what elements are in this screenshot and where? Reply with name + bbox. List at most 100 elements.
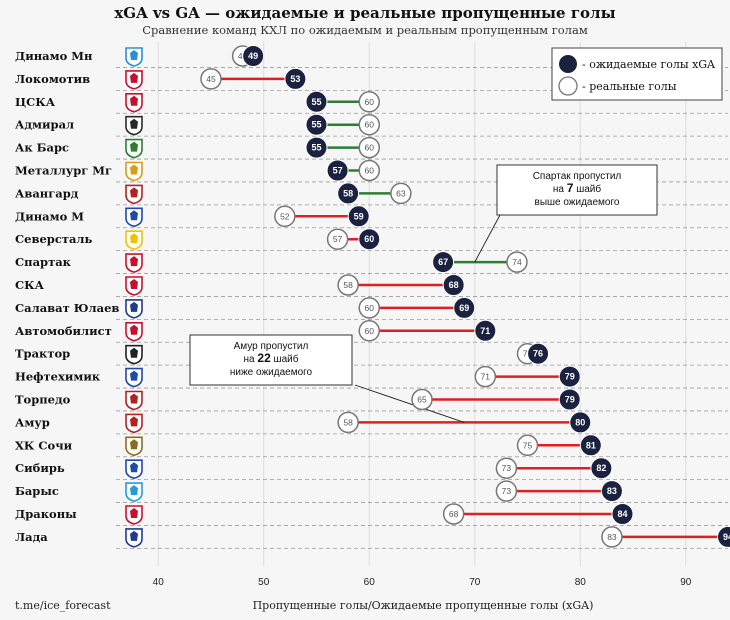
source-link[interactable]: t.me/ice_forecast [15,599,111,612]
ga-point [411,388,433,411]
xga-point [611,503,634,525]
ga-point [358,159,380,182]
logo-emblem [130,439,138,450]
xga-value-label: 58 [343,188,353,198]
x-tick-label: 40 [153,577,165,588]
x-tick-label: 90 [680,577,692,588]
team-name: СКА [15,278,45,292]
xga-point [305,90,328,113]
xga-value-label: 76 [533,349,543,359]
xga-value-label: 79 [565,395,575,405]
spartak-logo-icon [125,253,143,273]
logo-emblem [130,256,138,267]
ga-point [390,182,412,205]
ga-value-label: 60 [365,120,375,130]
x-tick-label: 70 [469,577,481,588]
sochi-logo-icon [125,436,143,457]
ga-point [474,365,497,388]
traktor-logo-icon [125,344,143,365]
xga-point [474,319,497,342]
xga-value-label: 69 [459,303,469,313]
points: 4849455360556055605560576358525957607467… [200,45,730,548]
annotation-number: 7 [567,181,574,195]
ga-point [200,68,222,90]
logo-emblem [130,485,138,496]
ga-point [358,113,380,136]
logo-emblem [130,462,138,473]
legend-ga-marker [558,76,578,96]
ga-value-label: 68 [449,509,459,519]
xga-value-label: 49 [248,51,258,61]
xga-value-label: 71 [480,326,490,336]
xga-point [284,67,307,90]
annotation-line: на 22 шайб [244,351,299,365]
xga-value-label: 80 [575,417,585,427]
lada-logo-icon [125,528,143,548]
logo-emblem [130,50,138,60]
xga-point [600,480,623,503]
xga-point [579,434,602,457]
team-labels: Динамо Мн Локомотив ЦСКА Адмирал Ак Барс Мета… [15,49,119,544]
ga-point [358,297,380,319]
cska-logo-icon [125,93,143,113]
xga-value-label: 59 [354,211,364,221]
ga-value-label: 60 [365,143,375,153]
annotation-arrow [354,384,465,423]
x-tick-label: 80 [575,577,587,588]
legend-xga-marker [559,55,577,73]
sibir-logo-icon [125,459,143,480]
logo-emblem [130,279,138,289]
xga-point [558,365,581,388]
ga-value-label: 45 [206,74,216,84]
annotation-line: выше ожидаемого [535,197,620,208]
annotation-arrow [474,214,501,263]
avtomobilist-logo-icon [125,321,143,342]
ga-value-label: 58 [343,417,353,427]
team-name: Лада [15,530,48,544]
amur-logo-icon [125,413,143,434]
annotation-pre: на [553,184,567,195]
logo-emblem [130,347,138,358]
team-name: Ак Барс [15,141,69,155]
ga-value-label: 65 [417,395,427,405]
logo-emblem [130,164,138,175]
xga-value-label: 60 [364,234,374,244]
logo-emblem [130,508,138,518]
annotation-pre: на [244,354,258,365]
ga-point [506,251,528,273]
team-name: Салават Юлаев [15,301,119,315]
ga-point [274,205,296,228]
legend-frame [551,47,723,101]
team-name: Сибирь [15,461,65,475]
xga-point [558,388,581,411]
team-name: Амур [15,415,50,429]
chart-subtitle: Сравнение команд КХЛ по ожидаемым и реал… [142,23,588,37]
logo-emblem [130,187,138,198]
xga-point [326,159,349,182]
team-name: Барыс [15,484,59,498]
xga-point [453,296,476,319]
team-logos [125,47,143,548]
xga-point [242,45,265,67]
xga-point [305,113,328,136]
x-tick-label: 60 [364,577,376,588]
ga-value-label: 60 [365,303,375,313]
legend: - ожидаемые голы xGA - реальные голы [551,47,723,101]
xga-point [347,205,370,228]
annotation-line: на 7 шайб [553,181,602,195]
xga-point [442,274,465,296]
team-name: Северсталь [15,232,93,246]
team-name: Спартак [15,255,72,269]
logo-emblem [130,324,138,335]
metallurg-logo-icon [125,161,143,182]
xga-value-label: 67 [438,257,448,267]
xga-value-label: 57 [333,166,343,176]
ga-point [358,320,380,342]
xga-point [337,182,360,205]
team-name: Авангард [15,186,79,200]
ga-value-label: 60 [365,326,375,336]
salavat-logo-icon [125,299,143,319]
annotation-frame [189,334,353,386]
ga-point [516,434,539,457]
